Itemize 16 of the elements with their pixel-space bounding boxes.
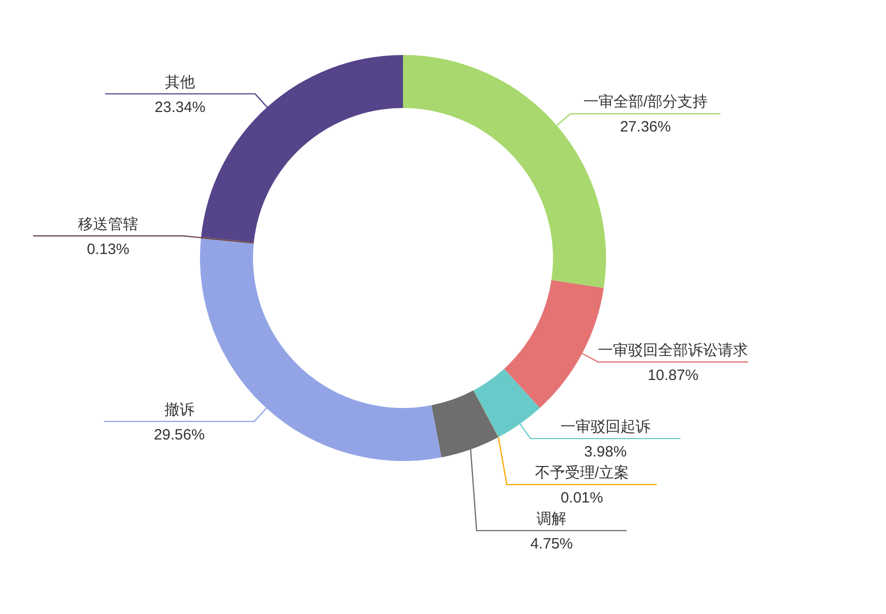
slice-label: 其他: [165, 74, 196, 91]
slice-label: 一审驳回全部诉讼请求: [598, 342, 748, 359]
slice-label: 一审驳回起诉: [560, 418, 650, 436]
slice-label: 撤诉: [164, 401, 194, 418]
data-label: 4.75%: [530, 536, 573, 553]
slice-label: 不予受理/立案: [534, 464, 629, 482]
slice-label: 移送管辖: [78, 216, 138, 233]
slice-label: 调解: [536, 510, 567, 528]
data-label: 27.36%: [620, 118, 671, 136]
data-label: 23.34%: [154, 98, 206, 116]
data-label: 3.98%: [584, 444, 627, 461]
data-label: 0.13%: [86, 240, 130, 258]
data-label: 0.01%: [560, 490, 604, 507]
slice-label: 一审全部/部分支持: [583, 94, 708, 111]
data-label: 10.87%: [648, 366, 698, 384]
data-label: 29.56%: [154, 426, 205, 444]
